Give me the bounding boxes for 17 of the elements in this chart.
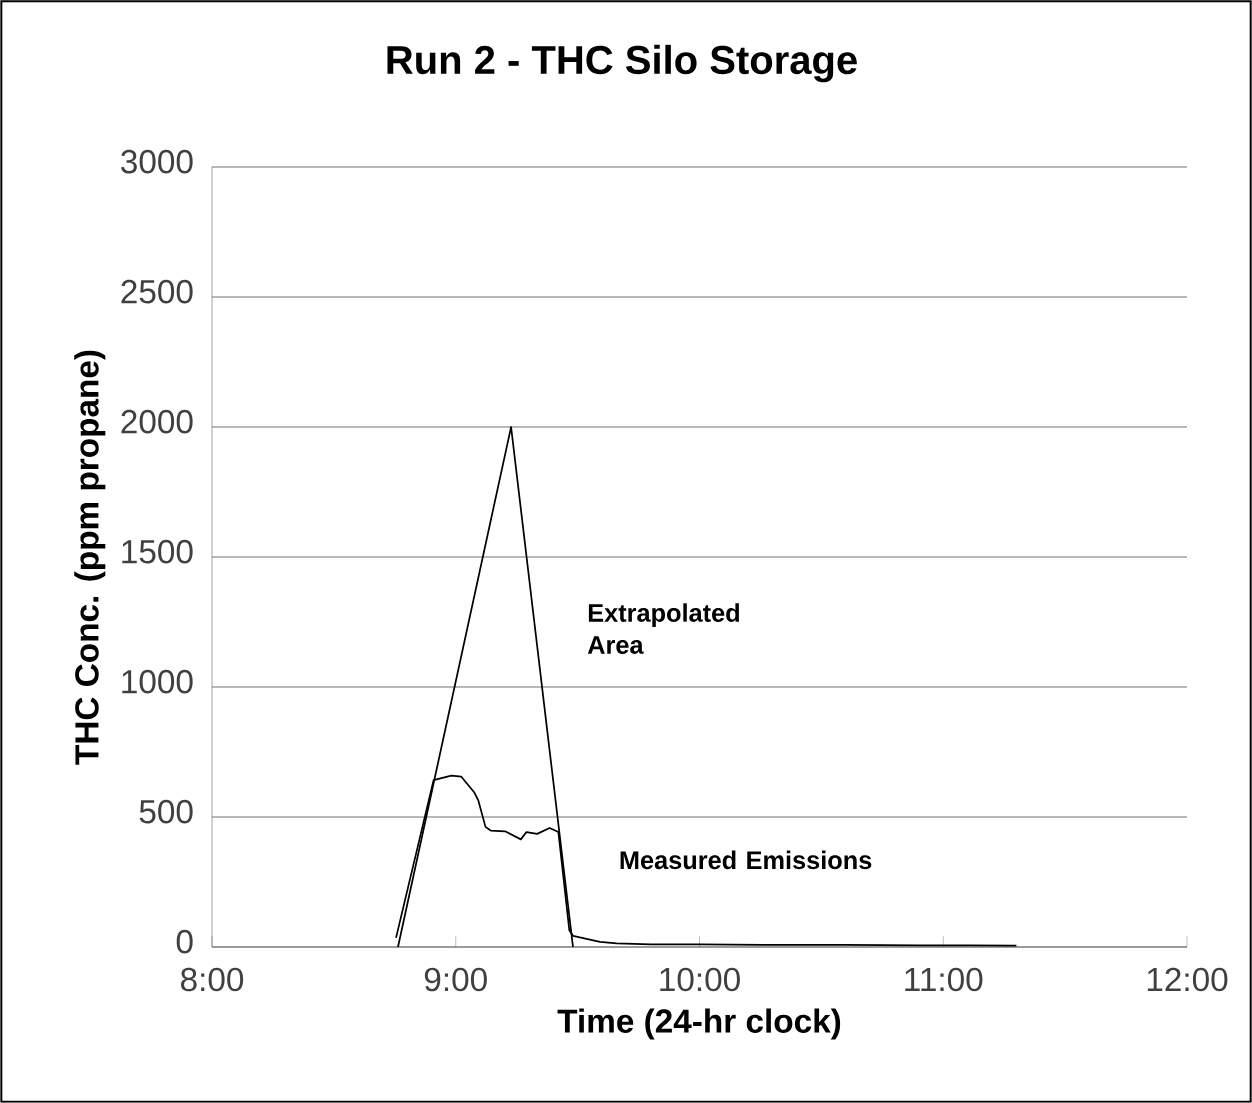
y-tick-label: 3000 — [121, 149, 193, 174]
y-tick-label: 500 — [139, 799, 193, 824]
chart-title: Run 2 - THC Silo Storage — [387, 44, 857, 83]
x-tick-label: 10:00 — [660, 967, 740, 992]
y-axis-title: THC Conc. (ppm propane) — [74, 350, 106, 765]
x-tick-label: 9:00 — [424, 967, 487, 992]
text: Measured Emissions — [620, 850, 872, 870]
x-tick-label: 11:00 — [905, 967, 983, 992]
x-axis-title: Time (24-hr clock) — [557, 1008, 841, 1040]
y-tick-label: 2500 — [121, 279, 193, 304]
y-tick-label: 1000 — [122, 669, 193, 694]
x-tick-label: 12:00 — [1147, 967, 1228, 992]
y-tick-label: 0 — [176, 929, 193, 954]
series-label: Extrapolated Area — [587, 603, 739, 654]
y-tick-label: 1500 — [122, 539, 193, 564]
y-tick-label: 2000 — [121, 409, 193, 434]
x-tick-label: 8:00 — [181, 967, 244, 992]
